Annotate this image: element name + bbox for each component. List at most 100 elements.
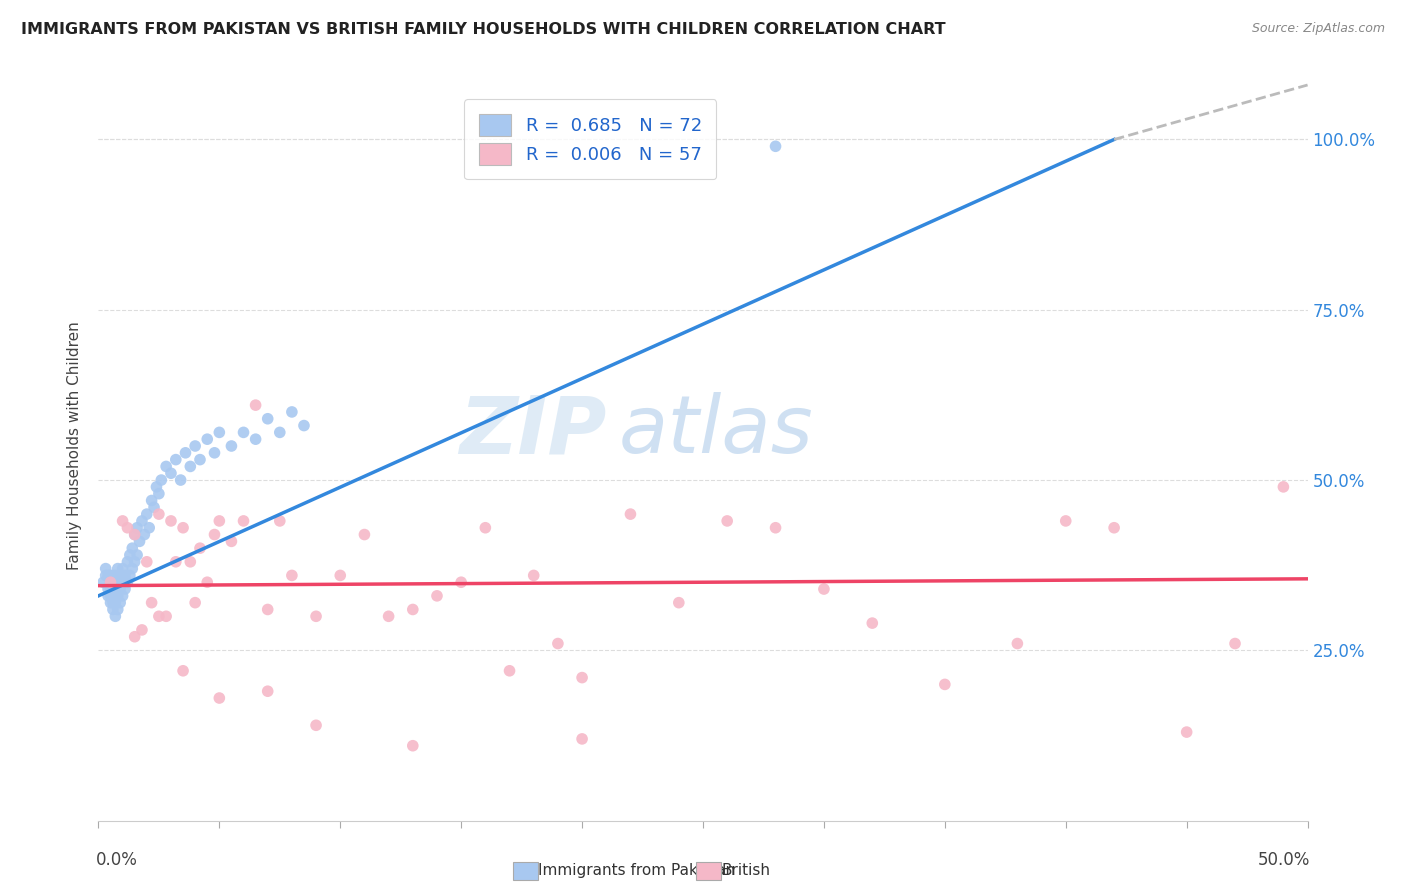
Point xyxy=(184,439,207,453)
Point xyxy=(165,555,187,569)
Point xyxy=(184,596,207,610)
Point xyxy=(145,480,167,494)
Point xyxy=(269,514,291,528)
Point xyxy=(107,575,129,590)
Point xyxy=(104,568,127,582)
Point xyxy=(117,521,139,535)
Y-axis label: Family Households with Children: Family Households with Children xyxy=(67,322,83,570)
Point xyxy=(150,473,173,487)
Legend: R =  0.685   N = 72, R =  0.006   N = 57: R = 0.685 N = 72, R = 0.006 N = 57 xyxy=(464,99,716,179)
Point xyxy=(498,664,520,678)
Point xyxy=(101,602,124,616)
Point xyxy=(269,425,291,440)
Point xyxy=(860,616,883,631)
Point xyxy=(426,589,449,603)
Point xyxy=(329,568,352,582)
Point xyxy=(124,527,146,541)
Point xyxy=(188,452,211,467)
Point xyxy=(134,527,156,541)
Point xyxy=(571,731,593,746)
Point xyxy=(118,548,141,562)
Point xyxy=(179,459,201,474)
Point xyxy=(305,609,328,624)
Point xyxy=(450,575,472,590)
Point xyxy=(402,602,425,616)
Point xyxy=(208,425,231,440)
Point xyxy=(128,534,150,549)
Point xyxy=(195,575,218,590)
Point xyxy=(108,582,131,596)
Point xyxy=(100,582,122,596)
Point xyxy=(114,582,136,596)
Point xyxy=(135,507,157,521)
Point xyxy=(208,514,231,528)
Point xyxy=(148,507,170,521)
Point xyxy=(179,555,201,569)
Point xyxy=(474,521,496,535)
Point xyxy=(204,527,226,541)
Point xyxy=(107,602,129,616)
Point xyxy=(668,596,690,610)
Point xyxy=(353,527,375,541)
Text: ZIP: ZIP xyxy=(458,392,606,470)
Point xyxy=(1272,480,1295,494)
Point xyxy=(172,664,194,678)
Point xyxy=(101,582,124,596)
Point xyxy=(256,411,278,425)
Point xyxy=(245,398,267,412)
Point xyxy=(377,609,399,624)
Point xyxy=(101,568,124,582)
Point xyxy=(221,439,243,453)
Point xyxy=(256,602,278,616)
Point xyxy=(118,568,141,582)
Point xyxy=(94,568,117,582)
Point xyxy=(402,739,425,753)
Point xyxy=(1102,521,1125,535)
Point xyxy=(165,452,187,467)
Point xyxy=(124,630,146,644)
Point xyxy=(305,718,328,732)
Point xyxy=(101,575,124,590)
Point xyxy=(101,596,124,610)
Point xyxy=(135,555,157,569)
Point xyxy=(100,596,122,610)
Point xyxy=(204,446,226,460)
Text: 0.0%: 0.0% xyxy=(96,851,138,870)
Point xyxy=(523,568,546,582)
Point xyxy=(765,521,787,535)
Point xyxy=(934,677,956,691)
Point xyxy=(148,609,170,624)
Point xyxy=(107,561,129,575)
Point xyxy=(1054,514,1077,528)
Point xyxy=(1175,725,1198,739)
Point xyxy=(619,507,641,521)
Point xyxy=(813,582,835,596)
Point xyxy=(127,548,149,562)
Point xyxy=(1223,636,1246,650)
Point xyxy=(101,589,124,603)
Text: atlas: atlas xyxy=(619,392,813,470)
Point xyxy=(155,459,177,474)
Point xyxy=(104,609,127,624)
Point xyxy=(141,596,163,610)
Point xyxy=(131,623,153,637)
Point xyxy=(195,432,218,446)
Point xyxy=(114,568,136,582)
Point xyxy=(160,467,183,481)
Point xyxy=(124,555,146,569)
Point xyxy=(174,446,197,460)
Point xyxy=(221,534,243,549)
Text: 50.0%: 50.0% xyxy=(1257,851,1310,870)
Point xyxy=(100,568,122,582)
Text: IMMIGRANTS FROM PAKISTAN VS BRITISH FAMILY HOUSEHOLDS WITH CHILDREN CORRELATION : IMMIGRANTS FROM PAKISTAN VS BRITISH FAMI… xyxy=(21,22,946,37)
Point xyxy=(765,139,787,153)
Point xyxy=(141,493,163,508)
Point xyxy=(131,514,153,528)
Point xyxy=(169,473,191,487)
Point xyxy=(111,561,134,575)
Point xyxy=(107,589,129,603)
Point xyxy=(100,575,122,590)
Point xyxy=(281,568,304,582)
Point xyxy=(571,671,593,685)
Point xyxy=(188,541,211,556)
